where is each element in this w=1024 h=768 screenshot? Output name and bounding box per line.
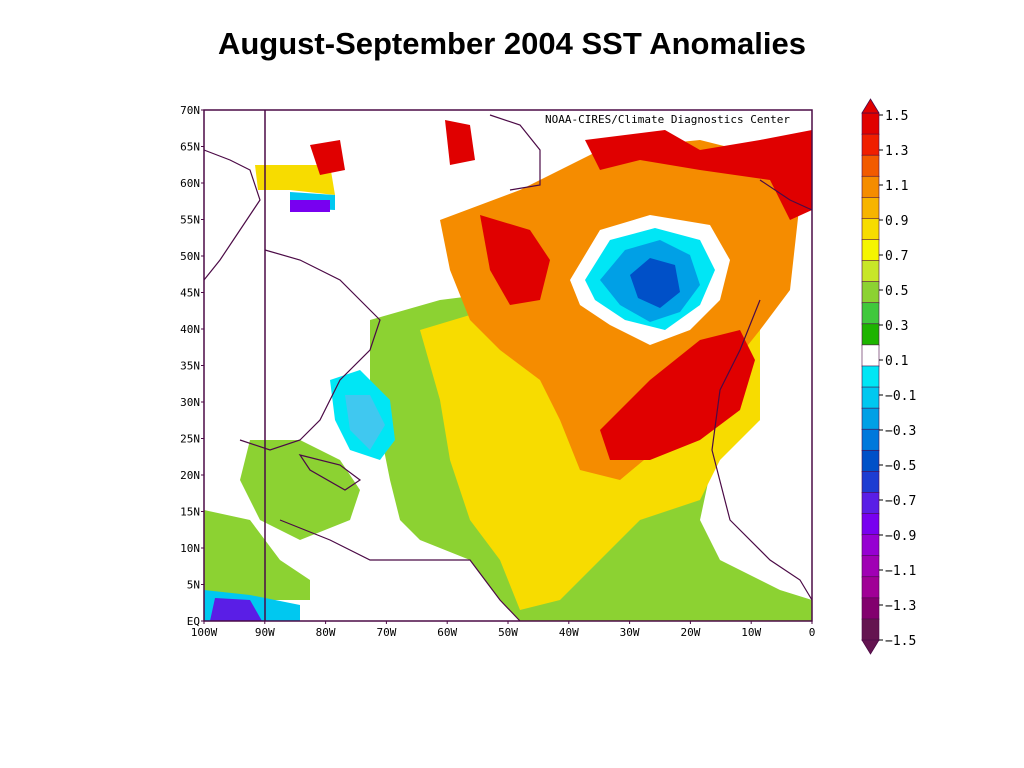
longitude-labels: 100W 90W 80W 70W 60W 50W 40W 30W 20W 10W 0 xyxy=(191,621,816,639)
colorbar-swatch xyxy=(861,576,880,599)
colorbar-swatch xyxy=(861,365,880,388)
colorbar-label: −1.3 xyxy=(885,599,916,614)
colorbar-swatch xyxy=(861,618,880,641)
colorbar-label: 0.5 xyxy=(885,284,908,299)
lon-label: 50W xyxy=(498,626,518,639)
colorbar-swatch xyxy=(861,323,880,346)
colorbar-swatch xyxy=(861,344,880,367)
credit-box xyxy=(540,111,811,127)
lon-label: 70W xyxy=(376,626,396,639)
latitude-labels: 70N 65N 60N 55N 50N 45N 40N 35N 30N 25N 20N 15N 10N 5… xyxy=(180,104,204,628)
lat-label: 30N xyxy=(180,396,200,409)
lat-label: 45N xyxy=(180,287,200,300)
colorbar-swatch xyxy=(861,386,880,409)
colorbar-label: 0.7 xyxy=(885,249,908,264)
colorbar-label: −1.5 xyxy=(885,634,916,649)
lat-label: 35N xyxy=(180,360,200,373)
coastlines xyxy=(203,114,813,622)
colorbar-swatch xyxy=(861,281,880,304)
lon-label: 20W xyxy=(680,626,700,639)
colorbar-swatch xyxy=(861,597,880,620)
colorbar-swatch xyxy=(861,407,880,430)
colorbar-swatch xyxy=(861,175,880,199)
lon-label: 40W xyxy=(559,626,579,639)
lon-label: 30W xyxy=(620,626,640,639)
colorbar-swatch xyxy=(861,513,880,536)
lon-label: 10W xyxy=(741,626,761,639)
chart-title: August-September 2004 SST Anomalies xyxy=(217,26,807,61)
colorbar-label: 1.1 xyxy=(885,179,908,194)
colorbar-label: −0.1 xyxy=(885,389,916,404)
colorbar-swatch xyxy=(861,239,880,262)
colorbar-label: −0.5 xyxy=(885,459,916,474)
colorbar-swatch xyxy=(861,449,880,473)
colorbar-swatch xyxy=(861,492,880,515)
lat-label: 65N xyxy=(180,141,200,154)
colorbar-swatch xyxy=(861,112,880,135)
lat-label: 25N xyxy=(180,433,200,446)
lon-label: 90W xyxy=(255,626,275,639)
lat-label: 60N xyxy=(180,177,200,190)
colorbar-swatch xyxy=(861,218,880,241)
colorbar-swatch xyxy=(861,471,880,494)
colorbar-label: −0.3 xyxy=(885,424,916,439)
lat-label: 70N xyxy=(180,104,200,117)
colorbar-swatch xyxy=(861,197,880,220)
colorbar-label: 1.3 xyxy=(885,144,908,159)
lat-label: 50N xyxy=(180,250,200,263)
lat-label: 10N xyxy=(180,542,200,555)
lon-label: 0 xyxy=(809,626,816,639)
colorbar-swatch xyxy=(861,260,880,283)
colorbar-swatch xyxy=(861,534,880,557)
lon-label: 100W xyxy=(191,626,218,639)
colorbar-label: −1.1 xyxy=(885,564,916,579)
colorbar-swatch xyxy=(861,555,880,578)
lat-label: 5N xyxy=(187,579,200,592)
lat-label: 15N xyxy=(180,506,200,519)
colorbar-label: 1.5 xyxy=(885,109,908,124)
colorbar-label: 0.1 xyxy=(885,354,908,369)
colorbar-label: 0.3 xyxy=(885,319,908,334)
lat-label: 55N xyxy=(180,214,200,227)
lat-label: 40N xyxy=(180,323,200,336)
lat-label: 20N xyxy=(180,469,200,482)
colorbar-min-arrow xyxy=(861,639,880,655)
colorbar-swatch xyxy=(861,302,880,325)
colorbar-label: −0.7 xyxy=(885,494,916,509)
lon-label: 80W xyxy=(316,626,336,639)
credit-text: NOAA-CIRES/Climate Diagnostics Center xyxy=(545,113,790,126)
lon-label: 60W xyxy=(437,626,457,639)
colorbar-max-arrow xyxy=(861,98,880,114)
colorbar: 1.5 1.3 1.1 0.9 0.7 0.5 0.3 0.1 −0.1 −0.3 −0.5 −0.7… xyxy=(861,98,916,655)
colorbar-label: 0.9 xyxy=(885,214,908,229)
colorbar-swatch xyxy=(861,154,880,178)
colorbar-label: −0.9 xyxy=(885,529,916,544)
lat-label: EQ xyxy=(187,615,200,628)
anomaly-field xyxy=(204,120,812,621)
colorbar-swatch xyxy=(861,133,880,156)
colorbar-swatch xyxy=(861,428,880,452)
